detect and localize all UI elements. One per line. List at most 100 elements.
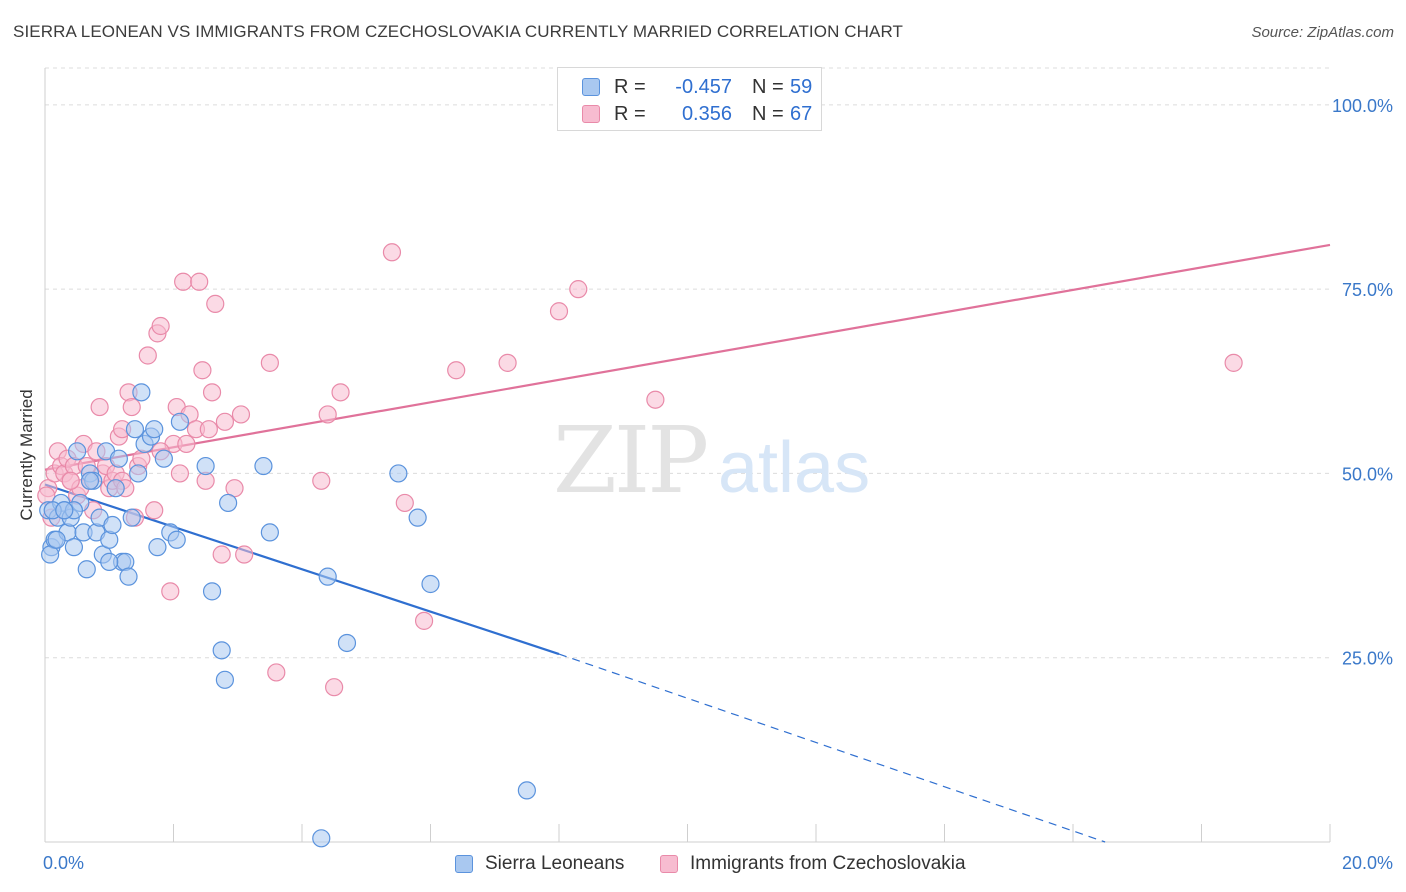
x-tick-label: 0.0% (43, 853, 84, 873)
gridlines (45, 67, 1330, 659)
point-sierra-leonean (421, 574, 440, 594)
point-sierra-leonean (154, 449, 173, 468)
point-czechoslovakia (177, 434, 196, 454)
trend-solid (44, 243, 1331, 471)
point-czechoslovakia (212, 545, 231, 564)
legend-swatch-pink (582, 105, 600, 123)
point-sierra-leonean (64, 538, 84, 557)
point-sierra-leonean (119, 567, 138, 586)
point-sierra-leonean (337, 633, 357, 653)
legend-swatch-blue (582, 78, 600, 96)
point-sierra-leonean (106, 479, 125, 498)
n-label: N = (752, 75, 784, 98)
point-czechoslovakia (122, 397, 141, 417)
y-tick-label: 25.0% (1342, 649, 1393, 669)
point-czechoslovakia (549, 302, 569, 321)
point-sierra-leonean (80, 471, 100, 490)
point-sierra-leonean (389, 464, 408, 483)
point-sierra-leonean (196, 456, 215, 476)
legend-item-sierra-leoneans[interactable]: Sierra Leoneans (455, 853, 624, 875)
r-label: R = (614, 102, 646, 125)
point-sierra-leonean (116, 552, 135, 571)
point-sierra-leonean (109, 449, 128, 468)
stats-row-sierra-leoneans: R = -0.457 N = 59 (582, 76, 812, 98)
trend-line-czechoslovakia (44, 243, 1331, 471)
point-czechoslovakia (231, 405, 251, 424)
point-sierra-leonean (77, 560, 96, 579)
point-czechoslovakia (235, 545, 254, 564)
point-czechoslovakia (170, 464, 190, 483)
source-label: Source: ZipAtlas.com (1251, 24, 1394, 41)
legend-swatch-blue (455, 855, 473, 873)
stats-legend: R = -0.457 N = 59 R = 0.356 N = 67 (557, 67, 822, 131)
stats-row-czechoslovakia: R = 0.356 N = 67 (582, 103, 812, 125)
x-tick-label: 20.0% (1342, 853, 1393, 873)
point-czechoslovakia (331, 383, 350, 402)
point-sierra-leonean (215, 670, 234, 689)
chart-title: SIERRA LEONEAN VS IMMIGRANTS FROM CZECHO… (13, 22, 904, 41)
point-sierra-leonean (517, 781, 536, 800)
r-label: R = (614, 75, 646, 98)
y-tick-label: 75.0% (1342, 280, 1393, 300)
point-czechoslovakia (199, 420, 218, 439)
point-czechoslovakia (145, 501, 164, 520)
y-tick-labels: 25.0% 50.0% 75.0% 100.0% (1332, 96, 1393, 669)
point-sierra-leonean (103, 515, 122, 535)
watermark: ZIP atlas (553, 407, 870, 514)
point-sierra-leonean (100, 530, 119, 549)
point-czechoslovakia (498, 353, 517, 372)
point-czechoslovakia (138, 346, 157, 365)
point-czechoslovakia (215, 412, 234, 431)
point-czechoslovakia (161, 582, 180, 601)
point-czechoslovakia (132, 449, 151, 468)
point-sierra-leonean (170, 412, 190, 431)
point-czechoslovakia (646, 390, 665, 409)
legend-item-czechoslovakia[interactable]: Immigrants from Czechoslovakia (660, 853, 966, 875)
series-legend: Sierra Leoneans Immigrants from Czechosl… (0, 853, 1406, 875)
points-czechoslovakia (37, 243, 1243, 697)
points-sierra-leoneans (39, 383, 536, 848)
point-sierra-leonean (68, 442, 87, 461)
point-czechoslovakia (151, 316, 170, 336)
point-czechoslovakia (90, 397, 109, 417)
point-sierra-leonean (100, 552, 119, 571)
point-sierra-leonean (312, 829, 331, 848)
point-sierra-leonean (129, 464, 148, 483)
point-sierra-leonean (408, 508, 427, 527)
trend-line-sierra-leoneans (44, 483, 1106, 843)
point-sierra-leonean (55, 501, 74, 520)
point-sierra-leonean (260, 523, 279, 542)
n-value: 59 (790, 75, 813, 98)
axes (44, 68, 1331, 843)
trend-dashed (558, 653, 1106, 843)
point-czechoslovakia (193, 361, 212, 380)
r-value: 0.356 (681, 102, 732, 125)
watermark-atlas: atlas (718, 428, 870, 508)
point-sierra-leonean (212, 641, 231, 660)
point-czechoslovakia (395, 493, 414, 513)
point-czechoslovakia (312, 471, 331, 490)
watermark-zip: ZIP (553, 407, 706, 514)
legend-swatch-pink (660, 855, 678, 873)
r-value: -0.457 (675, 75, 732, 98)
point-czechoslovakia (267, 663, 286, 682)
point-sierra-leonean (125, 420, 145, 439)
x-tick-labels: 0.0% 20.0% (43, 853, 1393, 873)
legend-label: Immigrants from Czechoslovakia (690, 853, 966, 874)
n-label: N = (752, 102, 784, 125)
point-sierra-leonean (202, 582, 222, 601)
point-sierra-leonean (167, 530, 186, 549)
point-sierra-leonean (132, 383, 151, 402)
point-sierra-leonean (122, 508, 141, 527)
point-czechoslovakia (1224, 353, 1243, 372)
point-sierra-leonean (254, 456, 273, 476)
point-czechoslovakia (447, 361, 466, 380)
point-czechoslovakia (202, 383, 222, 402)
legend-label: Sierra Leoneans (485, 853, 625, 874)
point-czechoslovakia (190, 272, 209, 291)
point-czechoslovakia (382, 243, 402, 262)
point-sierra-leonean (318, 567, 337, 586)
point-czechoslovakia (325, 678, 344, 697)
point-czechoslovakia (414, 611, 434, 630)
